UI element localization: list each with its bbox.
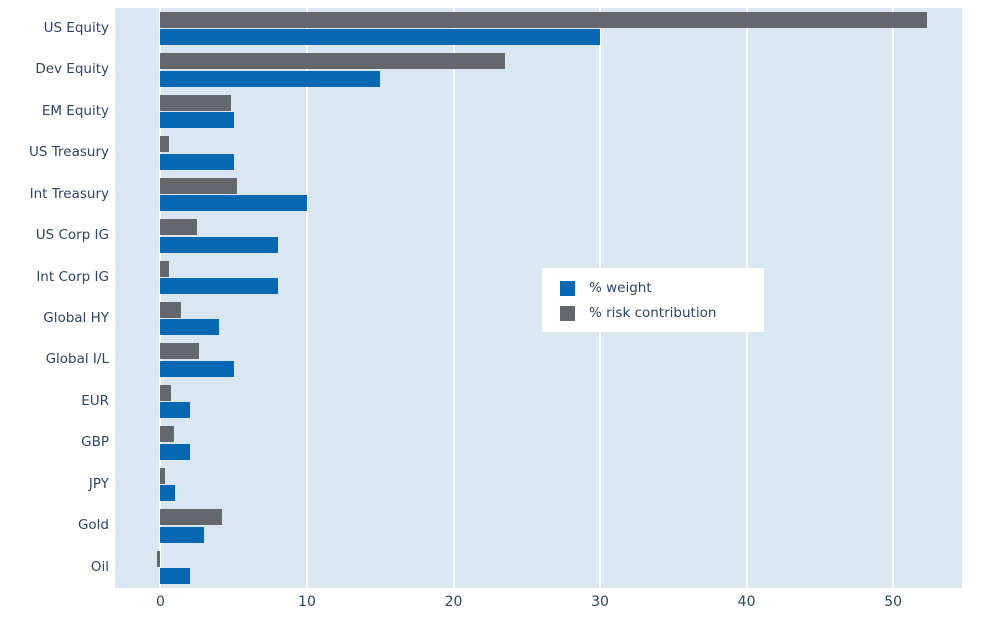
- weight-bar: [160, 29, 601, 46]
- legend-item-label: % weight: [589, 280, 652, 296]
- weight-bar: [160, 153, 234, 170]
- weight-bar: [160, 278, 278, 295]
- risk-contribution-bar: [160, 426, 174, 443]
- y-axis-label: Int Treasury: [29, 185, 109, 202]
- gridline: [305, 8, 308, 588]
- legend-item: % risk contribution: [560, 304, 750, 322]
- risk-contribution-bar: [160, 384, 171, 401]
- y-axis-label: EM Equity: [41, 102, 109, 119]
- weight-bar: [160, 236, 278, 253]
- legend-item: % weight: [560, 279, 750, 297]
- legend-swatch-icon: [560, 280, 575, 296]
- risk-contribution-bar: [160, 11, 927, 28]
- gridline: [452, 8, 455, 588]
- y-axis-label: Oil: [90, 558, 109, 575]
- bar-group: [115, 49, 962, 90]
- y-axis-label: Gold: [77, 517, 109, 534]
- legend-item-label: % risk contribution: [589, 305, 717, 321]
- bar-group: [115, 505, 962, 546]
- weight-bar: [160, 112, 234, 129]
- x-axis-tick-label: 50: [884, 594, 903, 610]
- plot-area: [115, 8, 962, 588]
- risk-contribution-bar: [160, 53, 505, 70]
- weight-bar: [160, 568, 190, 585]
- x-axis-tick-label: 20: [444, 594, 463, 610]
- weight-bar: [160, 443, 190, 460]
- risk-contribution-bar: [160, 219, 198, 236]
- x-axis-tick-label: 30: [591, 594, 609, 610]
- y-axis-label: JPY: [88, 475, 109, 492]
- weight-bar: [160, 319, 220, 336]
- y-axis-label: US Corp IG: [35, 227, 109, 244]
- bar-group: [115, 91, 962, 132]
- bar-group: [115, 547, 962, 588]
- y-axis-labels: US Equity Dev Equity EM Equity US Treasury I…: [0, 8, 109, 588]
- risk-contribution-bar: [160, 343, 199, 360]
- y-axis-label: US Equity: [43, 20, 109, 36]
- weight-bar: [160, 485, 176, 502]
- bar-group: [115, 298, 962, 339]
- legend-swatch-icon: [560, 305, 575, 321]
- bar-group: [115, 257, 962, 298]
- bar-group: [115, 381, 962, 422]
- gridline: [159, 8, 162, 588]
- weight-bar: [160, 526, 205, 543]
- bar-group: [115, 215, 962, 256]
- risk-contribution-bar: [160, 136, 170, 153]
- legend: % weight % risk contribution: [542, 268, 764, 332]
- weight-bar: [160, 70, 381, 87]
- risk-contribution-bar: [160, 301, 181, 318]
- risk-contribution-bar: [160, 94, 231, 111]
- bar-group: [115, 132, 962, 173]
- risk-contribution-bar: [160, 467, 165, 484]
- x-axis-tick-label: 10: [298, 594, 316, 610]
- y-axis-label: US Treasury: [29, 144, 109, 161]
- risk-contribution-bar: [157, 550, 161, 567]
- y-axis-label: GBP: [81, 434, 109, 451]
- y-axis-label: Dev Equity: [35, 61, 109, 78]
- risk-contribution-bar: [160, 260, 170, 277]
- bar-group: [115, 339, 962, 380]
- bar-group: [115, 464, 962, 505]
- bar-group: [115, 174, 962, 215]
- risk-contribution-bar: [160, 177, 237, 194]
- weight-bar: [160, 360, 234, 377]
- y-axis-label: Global HY: [43, 310, 109, 326]
- y-axis-label: Int Corp IG: [36, 268, 109, 285]
- risk-contribution-bar: [160, 509, 222, 526]
- x-axis-tick-label: 40: [737, 594, 756, 610]
- bar-group: [115, 8, 962, 49]
- gridline: [892, 8, 895, 588]
- y-axis-label: Global I/L: [45, 351, 109, 368]
- x-axis-tick-label: 0: [155, 594, 165, 610]
- weight-bar: [160, 195, 307, 212]
- bar-group: [115, 422, 962, 463]
- y-axis-label: EUR: [81, 392, 109, 409]
- weight-bar: [160, 402, 190, 419]
